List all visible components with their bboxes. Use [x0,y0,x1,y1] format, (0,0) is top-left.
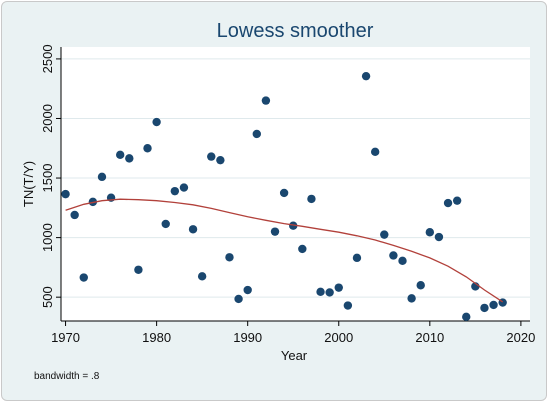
data-point [489,300,498,310]
x-axis-ticks: 1970 1980 1990 2000 2010 2020 [51,321,535,345]
data-point [197,272,207,281]
data-point [252,129,261,139]
data-point [434,232,444,242]
x-tick-label: 1970 [51,330,80,345]
data-point [398,256,407,266]
data-point [334,283,343,292]
data-point [307,194,316,204]
data-point [370,147,380,157]
data-point [261,96,271,105]
data-point [316,287,325,297]
y-axis-label: TN(T/Y) [21,161,36,207]
data-point [234,294,243,304]
data-point [298,244,307,254]
plot-area [61,47,530,321]
data-point [216,155,225,165]
data-point [79,273,88,282]
x-tick-label: 2000 [324,330,353,345]
x-tick-label: 1990 [233,330,262,345]
x-tick-label: 2020 [506,330,535,345]
scatter-points [61,71,507,322]
data-point [179,183,189,192]
data-point [152,117,161,127]
data-point [361,71,371,81]
data-point [97,172,107,182]
chart-title: Lowess smoother [217,20,374,42]
y-tick-label: 2000 [40,104,55,133]
data-point [134,265,143,274]
data-point [416,281,425,290]
data-point [125,154,134,163]
data-point [443,198,453,208]
data-point [289,221,298,230]
x-tick-label: 2010 [415,330,444,345]
data-point [380,230,389,239]
data-point [389,251,398,260]
data-point [207,152,216,161]
y-tick-label: 2500 [40,44,55,73]
data-point [143,144,152,153]
data-point [243,285,252,295]
data-point [407,294,416,303]
x-axis-label: Year [281,348,308,363]
data-point [115,150,125,160]
data-point [188,225,198,234]
data-point [70,210,79,220]
data-point [225,253,234,262]
data-point [452,196,462,205]
data-point [61,189,70,199]
data-point [425,228,435,237]
data-point [325,288,334,297]
x-tick-label: 1980 [142,330,171,345]
y-tick-label: 1500 [40,164,55,193]
gridlines [61,58,530,298]
data-point [352,253,362,263]
data-point [270,227,280,236]
lowess-line [65,198,504,303]
data-point [343,301,353,310]
data-point [279,188,289,198]
bandwidth-note: bandwidth = .8 [34,371,100,382]
y-tick-label: 500 [40,286,55,308]
y-axis-ticks: 500 1000 1500 2000 2500 [40,44,61,308]
data-point [161,219,170,229]
data-point [462,312,471,322]
data-point [170,186,180,196]
data-point [480,303,489,313]
y-tick-label: 1000 [40,223,55,252]
